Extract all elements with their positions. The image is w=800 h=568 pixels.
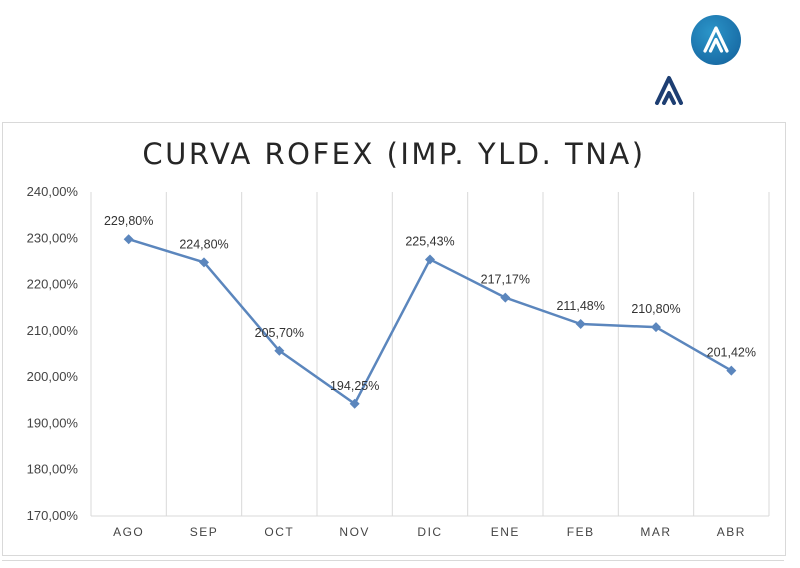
- brand-a-mark: [655, 76, 683, 105]
- y-tick-label: 220,00%: [27, 277, 79, 292]
- data-point: [199, 257, 209, 268]
- x-tick-label: ABR: [717, 525, 746, 539]
- data-label: 224,80%: [179, 237, 228, 251]
- bottom-divider: [2, 560, 784, 561]
- line-chart: 170,00% 180,00% 190,00% 200,00% 210,00% 220,0…: [27, 184, 770, 539]
- x-tick-label: DIC: [417, 525, 442, 539]
- y-tick-label: 170,00%: [27, 508, 79, 523]
- y-tick-label: 190,00%: [27, 415, 79, 430]
- data-point: [274, 345, 285, 356]
- brand-logo: urum: [650, 12, 790, 150]
- x-tick-label: NOV: [339, 525, 370, 539]
- data-point: [726, 365, 737, 376]
- data-point: [123, 234, 134, 245]
- x-tick-label: SEP: [190, 525, 219, 539]
- data-point: [575, 319, 586, 330]
- x-tick-label: FEB: [567, 525, 595, 539]
- x-tick-label: AGO: [113, 525, 144, 539]
- x-tick-label: MAR: [640, 525, 671, 539]
- data-label: 201,42%: [707, 346, 756, 360]
- y-tick-label: 240,00%: [27, 184, 79, 199]
- data-point: [500, 292, 511, 303]
- data-label: 225,43%: [405, 234, 454, 248]
- aurum-a-icon: [691, 15, 741, 65]
- data-label: 211,48%: [556, 299, 604, 313]
- y-tick-label: 230,00%: [27, 230, 79, 245]
- data-label: 194,25%: [330, 379, 379, 393]
- y-tick-label: 200,00%: [27, 369, 79, 384]
- chart-panel: CURVA ROFEX (IMP. YLD. TNA) 170,00% 180,0…: [2, 122, 786, 556]
- x-tick-label: OCT: [264, 525, 294, 539]
- chart-title: CURVA ROFEX (IMP. YLD. TNA): [142, 137, 646, 171]
- data-label: 210,80%: [631, 302, 680, 316]
- data-label: 217,17%: [481, 273, 530, 287]
- x-tick-label: ENE: [491, 525, 520, 539]
- y-tick-label: 180,00%: [27, 462, 79, 477]
- data-point: [349, 398, 360, 409]
- data-label: 205,70%: [255, 326, 304, 340]
- data-label: 229,80%: [104, 214, 153, 228]
- data-point: [651, 322, 661, 333]
- data-point: [425, 254, 435, 265]
- y-tick-label: 210,00%: [27, 323, 79, 338]
